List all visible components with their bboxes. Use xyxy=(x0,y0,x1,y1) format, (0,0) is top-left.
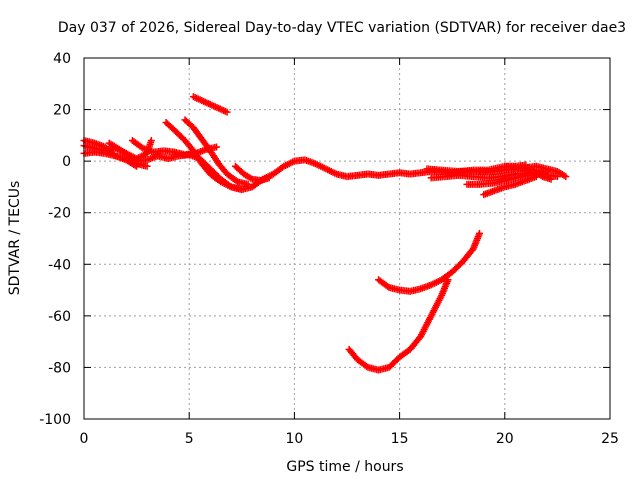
data-point xyxy=(232,177,240,185)
plot-frame xyxy=(83,57,611,420)
y-tick-label: 0 xyxy=(62,154,71,170)
data-point xyxy=(147,137,155,145)
y-tick-label: -80 xyxy=(48,360,71,376)
y-axis-label: SDTVAR / TECUs xyxy=(7,181,23,296)
data-point xyxy=(223,108,231,116)
data-point xyxy=(143,162,151,170)
data-point xyxy=(131,161,139,169)
data-point xyxy=(384,282,392,290)
data-point xyxy=(244,180,252,188)
data-point xyxy=(265,174,273,182)
y-tick-label: -100 xyxy=(39,412,71,428)
data-point xyxy=(553,173,561,181)
data-point xyxy=(238,186,246,194)
data-point xyxy=(213,143,221,151)
data-point xyxy=(562,173,570,181)
series-low-arc-upper xyxy=(375,229,484,295)
series-arc-from-15 xyxy=(162,118,246,194)
x-tick-label: 0 xyxy=(80,431,89,447)
data-layer xyxy=(80,93,570,374)
x-tick-label: 15 xyxy=(391,431,409,447)
data-point xyxy=(444,276,452,284)
y-tick-label: 40 xyxy=(53,51,71,67)
y-tick-label: -60 xyxy=(48,309,71,325)
tick-layer: 0 5 10 15 20 25 -100 -80 -60 -40 -20 0 20 40 xyxy=(39,51,619,447)
series-arc-mid-hop xyxy=(231,162,273,184)
y-tick-label: 20 xyxy=(53,103,71,119)
series-low-arc-lower xyxy=(345,276,452,374)
grid xyxy=(84,58,610,419)
y-tick-label: -40 xyxy=(48,257,71,273)
chart-title: Day 037 of 2026, Sidereal Day-to-day VTE… xyxy=(58,20,626,36)
x-tick-label: 5 xyxy=(185,431,194,447)
data-point xyxy=(363,362,371,370)
x-axis-label: GPS time / hours xyxy=(286,459,403,475)
x-tick-label: 10 xyxy=(285,431,303,447)
data-point xyxy=(543,167,551,175)
data-point xyxy=(133,162,141,170)
data-point xyxy=(476,229,484,237)
x-tick-label: 25 xyxy=(601,431,619,447)
series-arc-from-16 xyxy=(181,116,252,188)
series-arc-high xyxy=(189,93,231,116)
series-early-arc-c xyxy=(105,137,155,163)
series-early-arc-b xyxy=(80,137,141,170)
series-late-arc-e xyxy=(501,162,555,183)
y-tick-label: -20 xyxy=(48,206,71,222)
data-point xyxy=(547,175,555,183)
x-tick-label: 20 xyxy=(496,431,514,447)
